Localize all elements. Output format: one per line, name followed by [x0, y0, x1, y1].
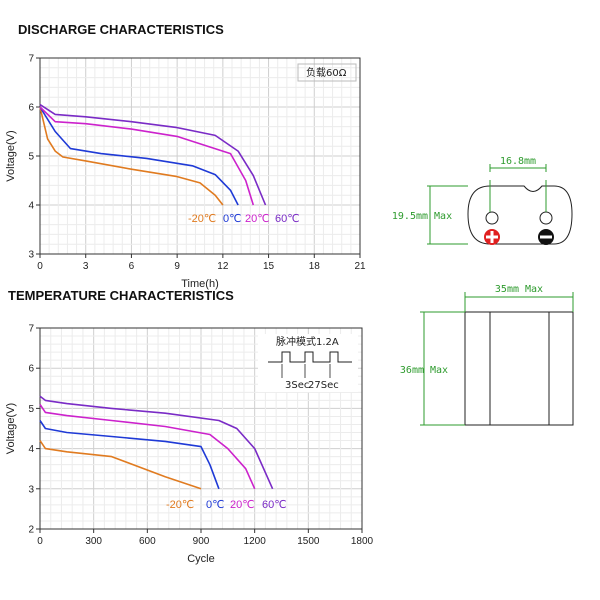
discharge-x-tick-label: 12 — [217, 261, 229, 272]
positive-terminal-icon — [484, 229, 500, 245]
discharge-x-tick-label: 15 — [263, 261, 275, 272]
discharge-annotation-box — [297, 63, 357, 82]
discharge-y-tick-label: 4 — [28, 201, 34, 212]
discharge-x-tick-label: 3 — [83, 261, 89, 272]
temperature-x-tick-label: 900 — [193, 536, 210, 547]
top-height-label: 19.5mm Max — [392, 211, 452, 222]
discharge-x-tick-label: 18 — [309, 261, 321, 272]
temperature-series-line-1 — [39, 420, 220, 490]
discharge-y-tick-label: 7 — [28, 54, 34, 65]
battery-side-body — [464, 311, 574, 426]
discharge-y-tick-label: 6 — [28, 103, 34, 114]
temperature-y-tick-label: 3 — [28, 484, 34, 495]
temperature-section-title: TEMPERATURE CHARACTERISTICS — [8, 288, 234, 303]
temperature-series-line-2 — [39, 403, 256, 490]
temperature-x-tick-label: 600 — [139, 536, 156, 547]
discharge-y-tick-label: 5 — [28, 152, 34, 163]
discharge-legend-0: -20℃ — [188, 213, 216, 225]
top-hole-right — [539, 211, 553, 225]
temperature-legend-2: 20℃ — [230, 499, 255, 511]
discharge-series-line-3 — [39, 103, 267, 206]
temperature-series-line-3 — [39, 395, 274, 490]
negative-terminal-icon — [538, 229, 554, 245]
discharge-x-tick-label: 21 — [354, 261, 366, 272]
battery-top-outline — [467, 185, 573, 245]
temperature-y-tick-label: 2 — [28, 525, 34, 536]
discharge-legend-2: 20℃ — [245, 213, 270, 225]
discharge-x-tick-label: 0 — [37, 261, 43, 272]
pulse-off-time-label: 27Sec — [308, 380, 339, 391]
temperature-x-tick-label: 1500 — [297, 536, 320, 547]
discharge-series-line-2 — [39, 106, 255, 206]
temperature-legend-1: 0℃ — [206, 499, 224, 511]
temperature-x-axis-label: Cycle — [187, 553, 215, 565]
temperature-x-tick-label: 0 — [37, 536, 43, 547]
discharge-load-annotation: 负载60Ω — [306, 66, 347, 79]
temperature-x-tick-label: 1800 — [351, 536, 374, 547]
temperature-y-tick-label: 4 — [28, 444, 34, 455]
discharge-series-line-0 — [39, 106, 224, 206]
discharge-x-axis-label: Time(h) — [181, 278, 218, 290]
discharge-legend-3: 60℃ — [275, 213, 300, 225]
side-width-label: 35mm Max — [495, 284, 543, 295]
temperature-x-tick-label: 1200 — [244, 536, 267, 547]
temperature-legend-0: -20℃ — [166, 499, 194, 511]
top-hole-left — [485, 211, 499, 225]
discharge-series-line-1 — [39, 106, 239, 206]
discharge-legend-1: 0℃ — [223, 213, 241, 225]
temperature-series-line-0 — [39, 440, 202, 490]
pulse-mode-label: 脉冲模式1.2A — [276, 335, 339, 348]
side-height-label: 36mm Max — [400, 365, 448, 376]
discharge-section-title: DISCHARGE CHARACTERISTICS — [18, 22, 224, 37]
discharge-x-tick-label: 9 — [174, 261, 180, 272]
discharge-x-tick-label: 6 — [129, 261, 135, 272]
discharge-y-axis-label: Voltage(V) — [5, 130, 17, 181]
pulse-waveform — [268, 351, 352, 363]
temperature-y-tick-label: 7 — [28, 324, 34, 335]
temperature-y-axis-label: Voltage(V) — [5, 403, 17, 454]
temperature-x-tick-label: 300 — [85, 536, 102, 547]
pulse-on-time-label: 3Sec — [285, 380, 309, 391]
temperature-y-tick-label: 6 — [28, 364, 34, 375]
pin-spacing-label: 16.8mm — [500, 156, 536, 167]
discharge-y-tick-label: 3 — [28, 250, 34, 261]
temperature-legend-3: 60℃ — [262, 499, 287, 511]
pulse-inset-bg — [258, 334, 358, 392]
temperature-y-tick-label: 5 — [28, 404, 34, 415]
